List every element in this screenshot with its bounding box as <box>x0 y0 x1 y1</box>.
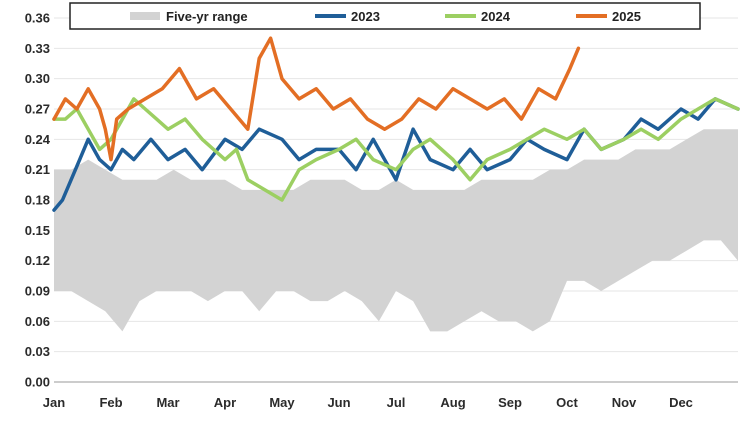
y-tick-labels: 0.00 0.03 0.06 0.09 0.12 0.15 0.18 0.21 0.24 0.27… <box>25 11 51 390</box>
five-yr-range-band <box>54 129 738 332</box>
legend-swatch-five-yr-range <box>130 12 160 20</box>
x-tick-label: Mar <box>156 395 179 410</box>
y-tick-label: 0.00 <box>25 375 50 390</box>
x-tick-label: Aug <box>440 395 465 410</box>
x-tick-label: Dec <box>669 395 693 410</box>
legend-label-five-yr-range: Five-yr range <box>166 9 248 24</box>
series-line-2025 <box>52 36 581 162</box>
legend-label-2023: 2023 <box>351 9 380 24</box>
x-tick-label: Jul <box>387 395 406 410</box>
x-tick-label: Jan <box>43 395 65 410</box>
y-tick-label: 0.15 <box>25 223 50 238</box>
x-tick-label: Nov <box>612 395 637 410</box>
y-tick-label: 0.09 <box>25 284 50 299</box>
y-tick-label: 0.21 <box>25 162 50 177</box>
y-tick-label: 0.06 <box>25 314 50 329</box>
y-tick-label: 0.18 <box>25 193 50 208</box>
y-tick-label: 0.24 <box>25 132 51 147</box>
legend-label-2024: 2024 <box>481 9 511 24</box>
y-tick-label: 0.36 <box>25 11 50 26</box>
x-tick-label: Apr <box>214 395 236 410</box>
series-layer <box>52 36 740 212</box>
x-tick-labels: Jan Feb Mar Apr May Jun Jul Aug Sep Oct Nov Dec <box>43 395 693 410</box>
x-tick-label: Feb <box>99 395 122 410</box>
x-tick-label: Oct <box>556 395 578 410</box>
legend: Five-yr range 2023 2024 2025 <box>69 2 701 30</box>
y-tick-label: 0.30 <box>25 71 50 86</box>
y-tick-label: 0.27 <box>25 102 50 117</box>
legend-label-2025: 2025 <box>612 9 641 24</box>
x-tick-label: May <box>269 395 295 410</box>
series-line-2024 <box>52 97 740 202</box>
y-tick-label: 0.33 <box>25 41 50 56</box>
y-tick-label: 0.03 <box>25 344 50 359</box>
y-tick-label: 0.12 <box>25 253 50 268</box>
x-tick-label: Sep <box>498 395 522 410</box>
x-tick-label: Jun <box>327 395 350 410</box>
